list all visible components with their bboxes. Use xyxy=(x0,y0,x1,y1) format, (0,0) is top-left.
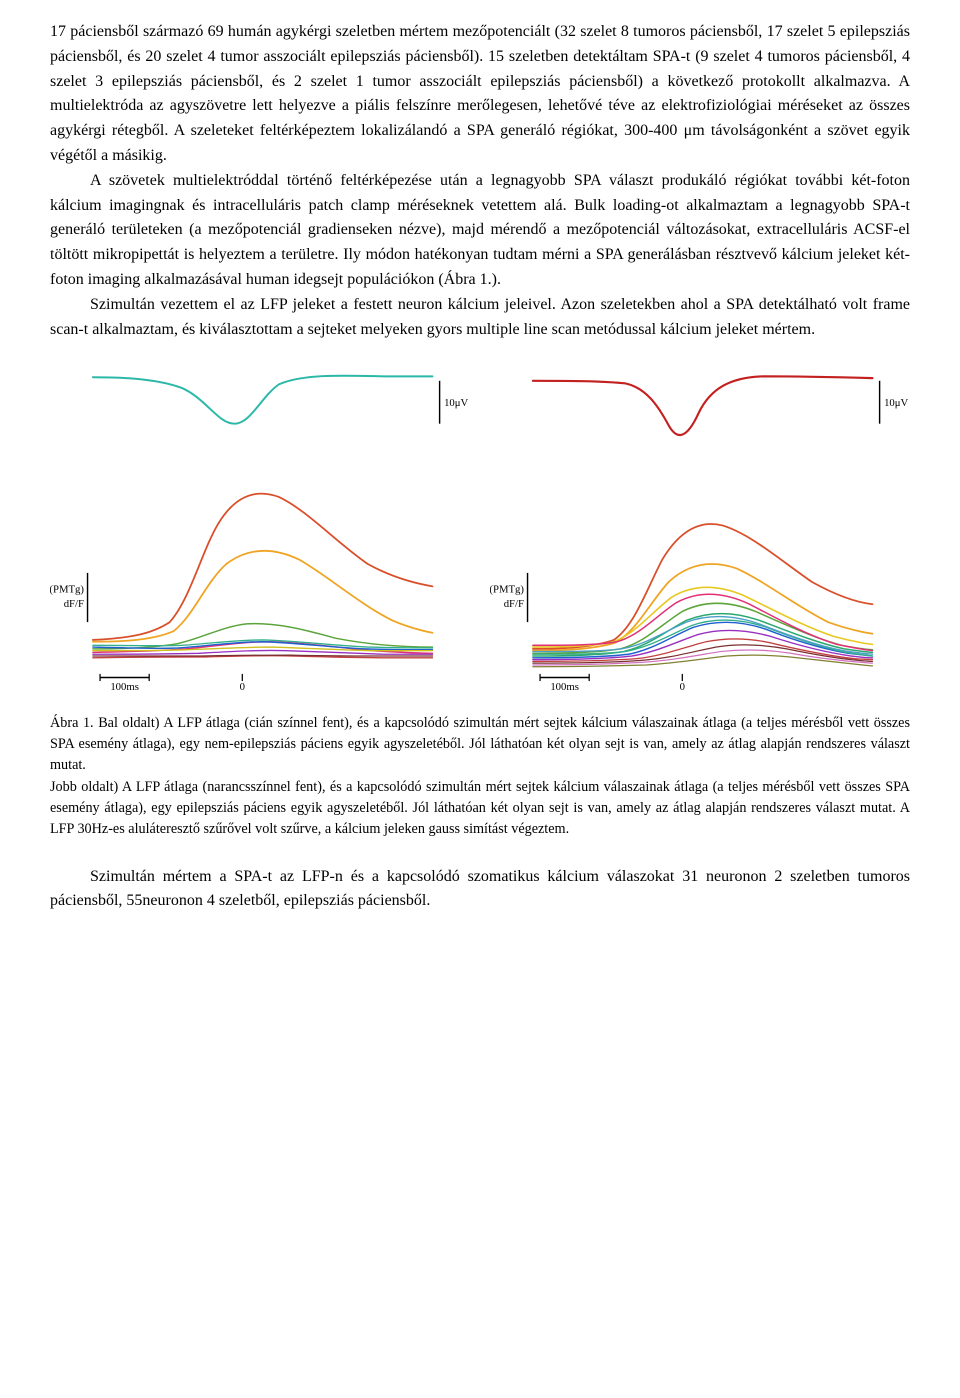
svg-text:(PMTg): (PMTg) xyxy=(50,584,84,596)
svg-text:100ms: 100ms xyxy=(110,681,139,693)
paragraph-2: A szövetek multielektróddal történő felt… xyxy=(50,169,910,293)
svg-text:10μV: 10μV xyxy=(444,397,468,409)
svg-text:dF/F: dF/F xyxy=(504,598,524,610)
body-text: 17 páciensből származó 69 humán agykérgi… xyxy=(50,20,910,342)
svg-text:(PMTg): (PMTg) xyxy=(490,584,524,596)
figure-caption: Ábra 1. Bal oldalt) A LFP átlaga (cián s… xyxy=(50,713,910,841)
svg-text:0: 0 xyxy=(240,681,245,693)
svg-text:dF/F: dF/F xyxy=(64,598,84,610)
caption-left: Ábra 1. Bal oldalt) A LFP átlaga (cián s… xyxy=(50,713,910,777)
paragraph-1: 17 páciensből származó 69 humán agykérgi… xyxy=(50,20,910,169)
svg-text:0: 0 xyxy=(680,681,685,693)
paragraph-4: Szimultán mértem a SPA-t az LFP-n és a k… xyxy=(50,865,910,915)
final-paragraph-block: Szimultán mértem a SPA-t az LFP-n és a k… xyxy=(50,865,910,915)
figure-left-panel: 10μV (PMTg) dF/F 100ms 0 xyxy=(50,354,470,702)
figure-right-panel: 10μV (PMTg) dF/F 100ms 0 xyxy=(490,354,910,702)
paragraph-3: Szimultán vezettem el az LFP jeleket a f… xyxy=(50,293,910,343)
figure-right-svg: 10μV (PMTg) dF/F 100ms 0 xyxy=(490,354,910,694)
svg-text:10μV: 10μV xyxy=(884,397,908,409)
figure-1: 10μV (PMTg) dF/F 100ms 0 10μV (PMTg) dF/F 100ms… xyxy=(50,354,910,702)
svg-text:100ms: 100ms xyxy=(550,681,579,693)
figure-left-svg: 10μV (PMTg) dF/F 100ms 0 xyxy=(50,354,470,694)
caption-right: Jobb oldalt) A LFP átlaga (narancsszínne… xyxy=(50,777,910,841)
